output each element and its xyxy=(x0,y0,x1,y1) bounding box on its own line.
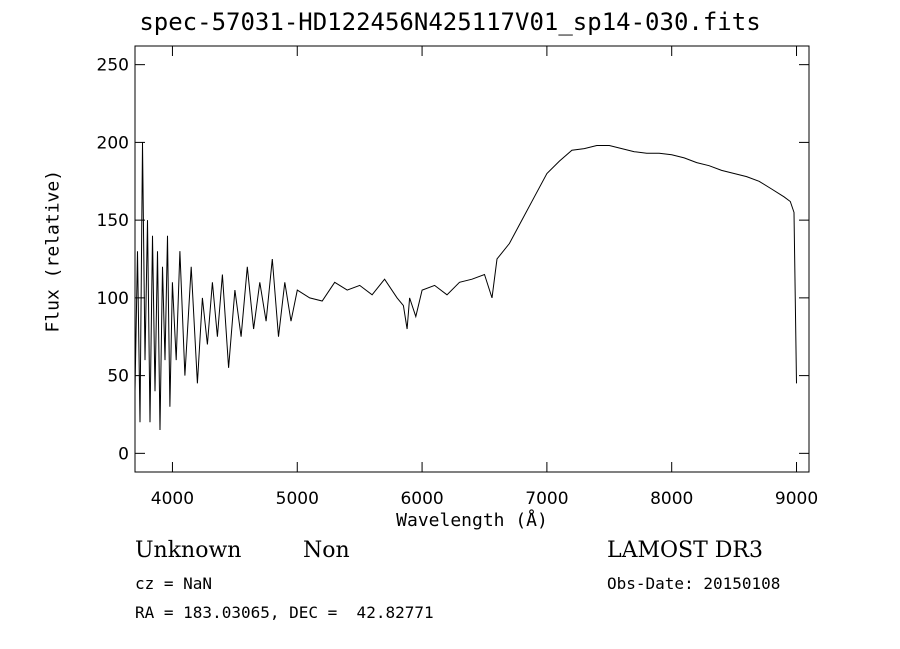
y-tick-label: 0 xyxy=(118,444,129,464)
redshift-text: cz = NaN xyxy=(135,574,213,593)
y-tick-label: 100 xyxy=(97,289,129,309)
obs-date: Obs-Date: 20150108 xyxy=(607,574,781,593)
x-tick-label: 4000 xyxy=(151,489,194,509)
x-tick-label: 7000 xyxy=(525,489,568,509)
x-tick-label: 5000 xyxy=(276,489,319,509)
plot-frame xyxy=(134,45,810,473)
x-tick-label: 8000 xyxy=(650,489,693,509)
object-class: Non xyxy=(303,538,350,563)
y-tick-label: 50 xyxy=(107,367,129,387)
y-axis-label: Flux (relative) xyxy=(42,169,64,333)
y-tick-label: 250 xyxy=(97,56,129,76)
x-axis-label: Wavelength (Å) xyxy=(396,510,548,531)
chart-title: spec-57031-HD122456N425117V01_sp14-030.f… xyxy=(139,8,761,36)
spectrum-line xyxy=(134,142,797,431)
coordinates: RA = 183.03065, DEC = 42.82771 xyxy=(135,603,434,622)
y-tick-label: 200 xyxy=(97,133,129,153)
y-tick-label: 150 xyxy=(97,211,129,231)
x-tick-label: 6000 xyxy=(400,489,443,509)
survey-name: LAMOST DR3 xyxy=(607,538,763,563)
x-tick-label: 9000 xyxy=(775,489,818,509)
object-type: Unknown xyxy=(135,538,242,563)
